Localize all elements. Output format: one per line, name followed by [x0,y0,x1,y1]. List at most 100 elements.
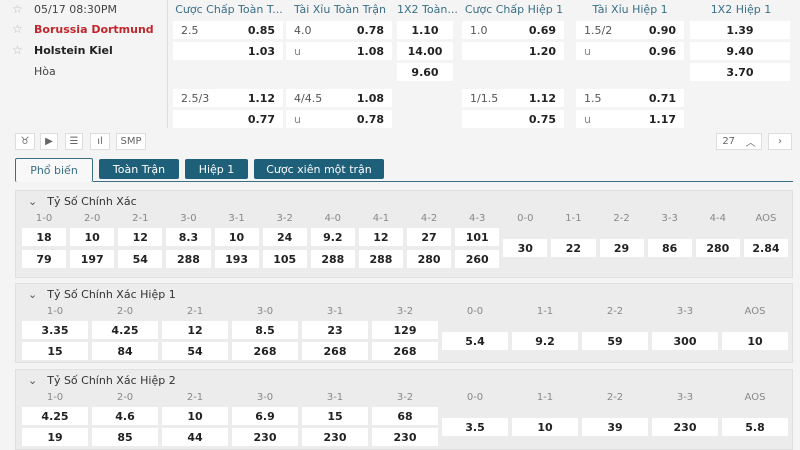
odds-cell[interactable]: 230 [302,428,368,446]
odds-cell[interactable]: 2.5/3 1.12 [173,89,283,107]
odds-cell[interactable]: 288 [310,250,355,268]
odds-cell[interactable]: 280 [407,250,452,268]
odds-cell[interactable]: 29 [599,239,644,257]
section-header[interactable]: ⌄ Tỷ Số Chính Xác [28,195,137,208]
odds-cell[interactable]: 8.3 [166,228,211,246]
odds-cell[interactable]: 193 [214,250,259,268]
chevron-down-icon[interactable]: ⌄ [28,374,38,387]
odds-cell[interactable]: 1.5 0.71 [576,89,684,107]
chevron-right-icon[interactable]: › [768,133,792,150]
odds-cell[interactable]: 15 [302,407,368,425]
odds-cell[interactable]: 14.00 [397,42,453,60]
odds-cell[interactable]: 1.03 [173,42,283,60]
odds-cell[interactable]: 19 [22,428,88,446]
odds-cell[interactable]: 5.8 [722,418,788,436]
odds-cell[interactable]: 4.6 [92,407,158,425]
odds-cell[interactable]: 288 [166,250,211,268]
odds-cell[interactable]: 23 [302,321,368,339]
odds-cell[interactable]: 280 [695,239,740,257]
odds-cell[interactable]: 230 [372,428,438,446]
odds-cell[interactable]: 68 [372,407,438,425]
star-icon[interactable]: ☆ [12,2,23,16]
odds-cell[interactable]: 39 [582,418,648,436]
odds-cell[interactable]: 9.2 [310,228,355,246]
chevron-down-icon[interactable]: ⌄ [28,195,38,208]
odds-cell[interactable]: 3.35 [22,321,88,339]
odds-cell[interactable]: 101 [455,228,500,246]
odds-cell[interactable]: 22 [551,239,596,257]
play-icon[interactable]: ▶ [40,133,58,150]
odds-cell[interactable]: 3.70 [690,63,790,81]
odds-cell[interactable]: 85 [92,428,158,446]
odds-cell[interactable]: 230 [232,428,298,446]
odds-cell[interactable]: 4.0 0.78 [286,21,392,39]
odds-cell[interactable]: 5.4 [442,332,508,350]
odds-cell[interactable]: u 0.96 [576,42,684,60]
odds-cell[interactable]: u 1.08 [286,42,392,60]
odds-cell[interactable]: 105 [262,250,307,268]
odds-cell[interactable]: 10 [214,228,259,246]
odds-cell[interactable]: 30 [503,239,548,257]
odds-cell[interactable]: 129 [372,321,438,339]
odds-cell[interactable]: 12 [162,321,228,339]
odds-cell[interactable]: 10 [70,228,115,246]
odds-cell[interactable]: 59 [582,332,648,350]
favorite-home-star-icon[interactable]: ☆ [12,22,23,36]
odds-cell[interactable]: 12 [358,228,403,246]
odds-cell[interactable]: u 1.17 [576,110,684,128]
tab-cuoc-xien[interactable]: Cược xiên một trận [254,159,384,179]
odds-cell[interactable]: 79 [22,250,67,268]
stats-icon[interactable]: ♉ [15,133,35,150]
odds-cell[interactable]: 10 [162,407,228,425]
odds-cell[interactable]: 6.9 [232,407,298,425]
odds-cell[interactable]: 1.10 [397,21,453,39]
odds-cell[interactable]: 288 [358,250,403,268]
tab-toan-tran[interactable]: Toàn Trận [99,159,179,179]
odds-cell[interactable]: 10 [722,332,788,350]
odds-cell[interactable]: 1.20 [462,42,564,60]
odds-cell[interactable]: 197 [70,250,115,268]
favorite-away-star-icon[interactable]: ☆ [12,43,23,57]
odds-cell[interactable]: 54 [118,250,163,268]
odds-cell[interactable]: 9.60 [397,63,453,81]
odds-cell[interactable]: 0.75 [462,110,564,128]
odds-cell[interactable]: 268 [372,342,438,360]
odds-cell[interactable]: u 0.78 [286,110,392,128]
odds-cell[interactable]: 1/1.5 1.12 [462,89,564,107]
odds-cell[interactable]: 9.2 [512,332,578,350]
odds-cell[interactable]: 44 [162,428,228,446]
odds-cell[interactable]: 300 [652,332,718,350]
odds-cell[interactable]: 2.84 [743,239,788,257]
odds-cell[interactable]: 3.5 [442,418,508,436]
section-header[interactable]: ⌄ Tỷ Số Chính Xác Hiệp 1 [28,288,176,301]
odds-cell[interactable]: 4.25 [22,407,88,425]
odds-cell[interactable]: 1.5/2 0.90 [576,21,684,39]
chevron-down-icon[interactable]: ⌄ [28,288,38,301]
odds-cell[interactable]: 1.39 [690,21,790,39]
chart-icon[interactable]: ıl [90,133,110,150]
odds-cell[interactable]: 86 [647,239,692,257]
odds-cell[interactable]: 84 [92,342,158,360]
tab-hiep-1[interactable]: Hiệp 1 [185,159,248,179]
odds-cell[interactable]: 54 [162,342,228,360]
odds-cell[interactable]: 1.0 0.69 [462,21,564,39]
odds-cell[interactable]: 260 [455,250,500,268]
odds-cell[interactable]: 230 [652,418,718,436]
odds-cell[interactable]: 2.5 0.85 [173,21,283,39]
tab-pho-bien[interactable]: Phổ biến [15,158,93,182]
layout-icon[interactable]: ☰ [65,133,83,150]
odds-cell[interactable]: 27 [407,228,452,246]
odds-cell[interactable]: 4/4.5 1.08 [286,89,392,107]
odds-cell[interactable]: 18 [22,228,67,246]
odds-cell[interactable]: 10 [512,418,578,436]
odds-cell[interactable]: 8.5 [232,321,298,339]
odds-cell[interactable]: 268 [232,342,298,360]
odds-cell[interactable]: 0.77 [173,110,283,128]
odds-cell[interactable]: 12 [118,228,163,246]
odds-cell[interactable]: 9.40 [690,42,790,60]
smp-button[interactable]: SMP [116,133,146,150]
odds-cell[interactable]: 15 [22,342,88,360]
market-count-toggle[interactable]: 27 ︿ [716,133,762,150]
odds-cell[interactable]: 4.25 [92,321,158,339]
odds-cell[interactable]: 268 [302,342,368,360]
